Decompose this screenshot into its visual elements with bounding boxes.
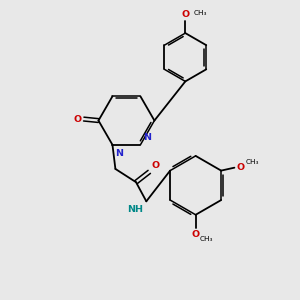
Text: O: O [236, 163, 244, 172]
Text: NH: NH [127, 205, 143, 214]
Text: CH₃: CH₃ [200, 236, 214, 242]
Text: N: N [143, 133, 151, 142]
Text: O: O [192, 230, 200, 239]
Text: CH₃: CH₃ [194, 10, 207, 16]
Text: O: O [73, 115, 81, 124]
Text: O: O [152, 161, 160, 170]
Text: N: N [115, 148, 123, 158]
Text: CH₃: CH₃ [245, 159, 259, 165]
Text: O: O [181, 10, 189, 19]
